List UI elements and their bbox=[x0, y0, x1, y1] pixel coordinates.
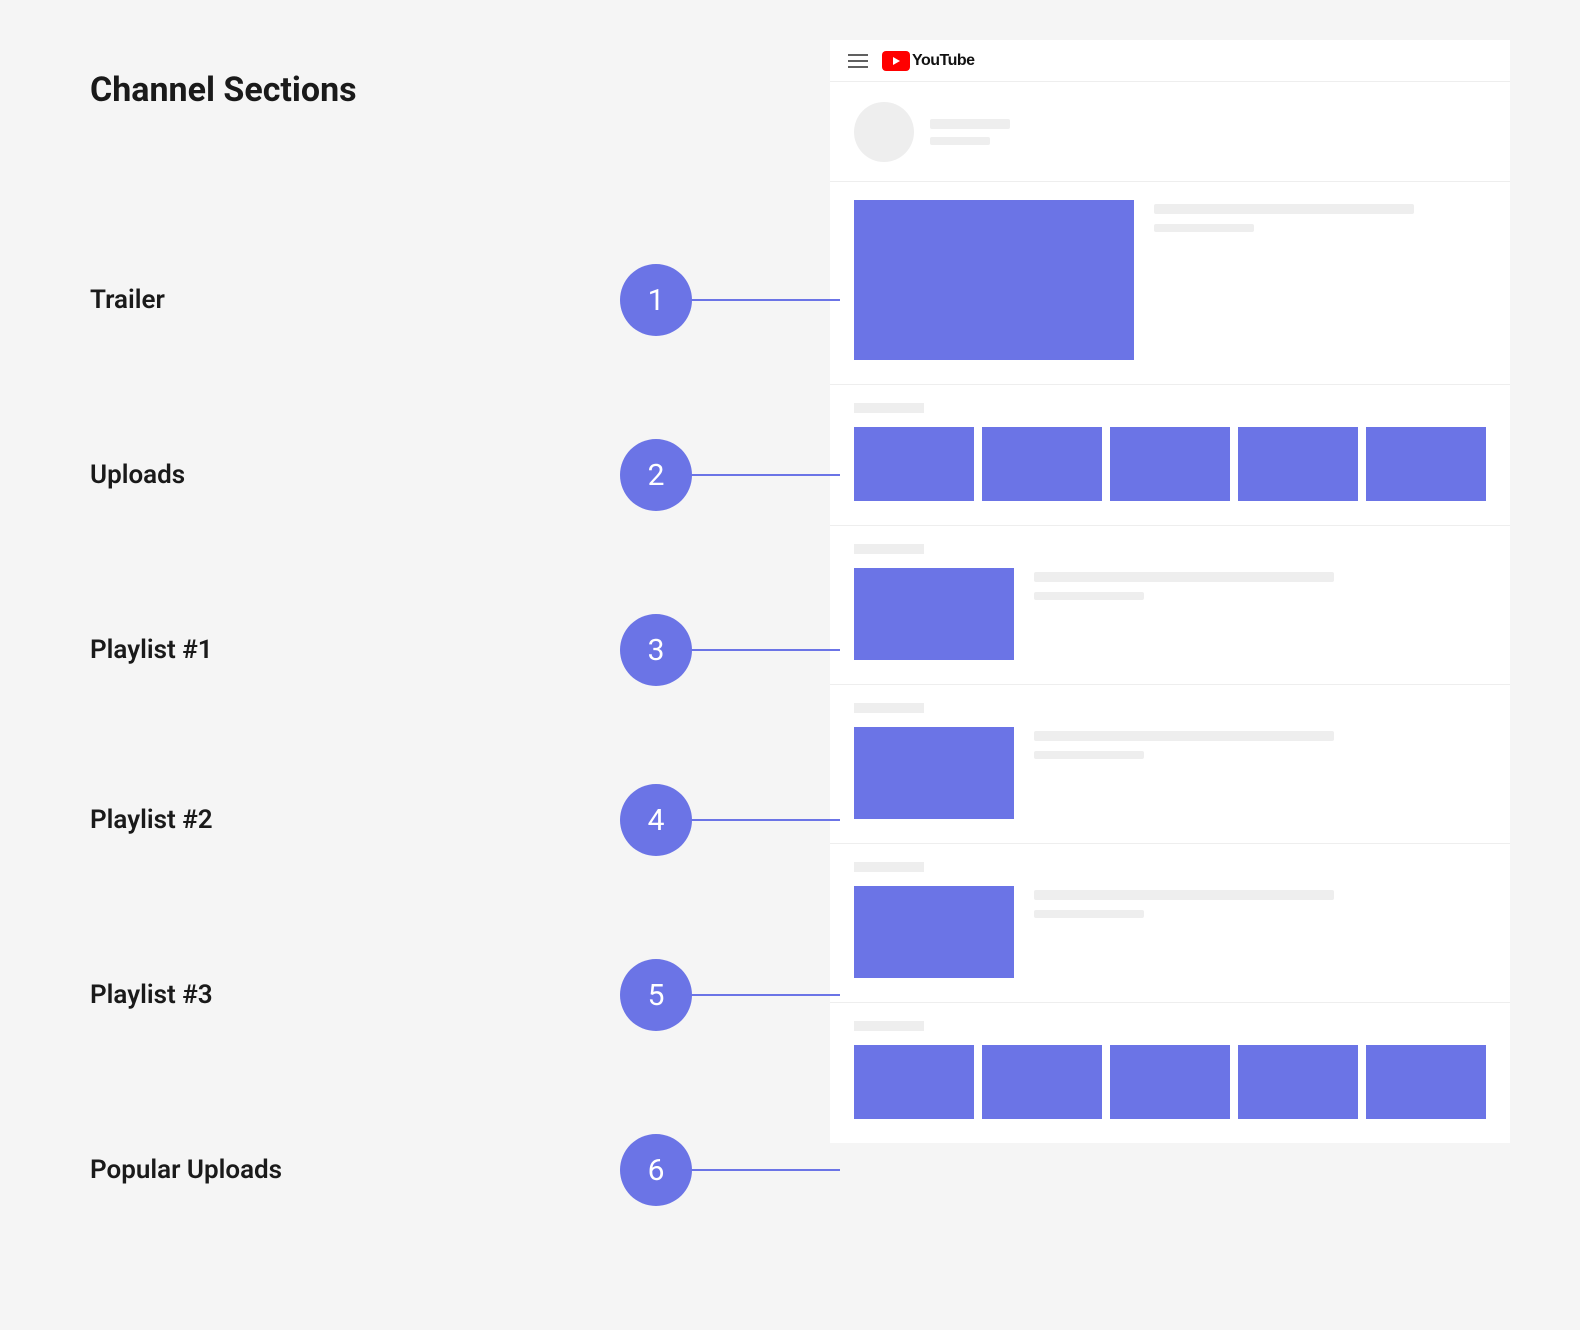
mock-section-playlist-3 bbox=[830, 844, 1510, 1003]
marker-3: 3 bbox=[620, 614, 692, 686]
mock-section-trailer bbox=[830, 182, 1510, 385]
video-thumbnail[interactable] bbox=[1238, 1045, 1358, 1119]
video-thumbnail[interactable] bbox=[1110, 1045, 1230, 1119]
marker-2: 2 bbox=[620, 439, 692, 511]
marker-5: 5 bbox=[620, 959, 692, 1031]
playlist-thumbnail[interactable] bbox=[854, 727, 1014, 819]
marker-1: 1 bbox=[620, 264, 692, 336]
mock-youtube-panel: YouTube bbox=[830, 40, 1510, 1143]
video-thumbnail[interactable] bbox=[1110, 427, 1230, 501]
connector-line bbox=[680, 819, 840, 821]
mock-section-playlist-1 bbox=[830, 526, 1510, 685]
playlist-thumbnail[interactable] bbox=[854, 886, 1014, 978]
mock-header: YouTube bbox=[830, 40, 1510, 82]
hamburger-icon[interactable] bbox=[848, 54, 868, 68]
skeleton-line bbox=[930, 137, 990, 145]
marker-6: 6 bbox=[620, 1134, 692, 1206]
video-thumbnail[interactable] bbox=[982, 427, 1102, 501]
skeleton-line bbox=[1154, 224, 1254, 232]
connector-line bbox=[680, 474, 840, 476]
skeleton-line bbox=[854, 1021, 924, 1031]
connector-line bbox=[680, 299, 840, 301]
youtube-play-icon bbox=[882, 51, 910, 71]
skeleton-line bbox=[1154, 204, 1414, 214]
skeleton-line bbox=[854, 862, 924, 872]
section-label-playlist-2: Playlist #2 bbox=[90, 805, 213, 835]
playlist-thumbnail[interactable] bbox=[854, 568, 1014, 660]
video-thumbnail[interactable] bbox=[854, 427, 974, 501]
connector-line bbox=[680, 994, 840, 996]
skeleton-line bbox=[1034, 592, 1144, 600]
connector-line bbox=[680, 649, 840, 651]
youtube-logo[interactable]: YouTube bbox=[882, 51, 975, 71]
video-thumbnail[interactable] bbox=[1366, 427, 1486, 501]
video-thumbnail[interactable] bbox=[1366, 1045, 1486, 1119]
skeleton-line bbox=[930, 119, 1010, 129]
mock-section-uploads bbox=[830, 385, 1510, 526]
video-thumbnail[interactable] bbox=[1238, 427, 1358, 501]
marker-4: 4 bbox=[620, 784, 692, 856]
section-label-playlist-1: Playlist #1 bbox=[90, 635, 213, 665]
skeleton-line bbox=[1034, 731, 1334, 741]
mock-section-popular bbox=[830, 1003, 1510, 1143]
skeleton-line bbox=[854, 703, 924, 713]
video-thumbnail[interactable] bbox=[854, 1045, 974, 1119]
connector-line bbox=[680, 1169, 840, 1171]
skeleton-line bbox=[854, 403, 924, 413]
skeleton-line bbox=[1034, 910, 1144, 918]
section-label-uploads: Uploads bbox=[90, 460, 185, 490]
trailer-thumbnail[interactable] bbox=[854, 200, 1134, 360]
page-title: Channel Sections bbox=[90, 70, 357, 110]
video-thumbnail[interactable] bbox=[982, 1045, 1102, 1119]
skeleton-line bbox=[1034, 751, 1144, 759]
section-label-popular: Popular Uploads bbox=[90, 1155, 282, 1185]
mock-channel-header bbox=[830, 82, 1510, 182]
youtube-wordmark: YouTube bbox=[912, 52, 975, 70]
section-label-playlist-3: Playlist #3 bbox=[90, 980, 213, 1010]
section-label-trailer: Trailer bbox=[90, 285, 165, 315]
skeleton-line bbox=[1034, 890, 1334, 900]
skeleton-line bbox=[1034, 572, 1334, 582]
mock-section-playlist-2 bbox=[830, 685, 1510, 844]
skeleton-line bbox=[854, 544, 924, 554]
channel-avatar[interactable] bbox=[854, 102, 914, 162]
